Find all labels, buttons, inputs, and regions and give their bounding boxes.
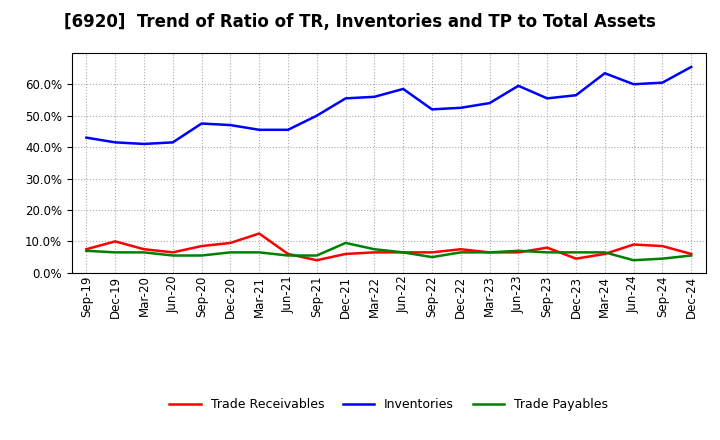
Trade Receivables — [514, 250, 523, 255]
Inventories — [687, 64, 696, 70]
Inventories — [572, 92, 580, 98]
Inventories — [168, 140, 177, 145]
Trade Receivables — [140, 246, 148, 252]
Trade Receivables — [341, 251, 350, 257]
Trade Payables — [600, 250, 609, 255]
Trade Payables — [428, 254, 436, 260]
Trade Payables — [168, 253, 177, 258]
Inventories — [370, 94, 379, 99]
Trade Payables — [82, 248, 91, 253]
Inventories — [514, 83, 523, 88]
Trade Receivables — [428, 250, 436, 255]
Inventories — [600, 70, 609, 76]
Trade Payables — [514, 248, 523, 253]
Inventories — [658, 80, 667, 85]
Inventories — [111, 140, 120, 145]
Trade Receivables — [572, 256, 580, 261]
Trade Payables — [543, 250, 552, 255]
Trade Receivables — [312, 257, 321, 263]
Line: Trade Receivables: Trade Receivables — [86, 234, 691, 260]
Trade Payables — [255, 250, 264, 255]
Trade Payables — [629, 257, 638, 263]
Trade Payables — [111, 250, 120, 255]
Trade Payables — [456, 250, 465, 255]
Trade Payables — [399, 250, 408, 255]
Inventories — [341, 96, 350, 101]
Trade Receivables — [226, 240, 235, 246]
Inventories — [140, 141, 148, 147]
Trade Payables — [197, 253, 206, 258]
Trade Receivables — [399, 250, 408, 255]
Trade Payables — [226, 250, 235, 255]
Inventories — [82, 135, 91, 140]
Inventories — [226, 122, 235, 128]
Trade Receivables — [543, 245, 552, 250]
Trade Payables — [140, 250, 148, 255]
Inventories — [543, 96, 552, 101]
Line: Inventories: Inventories — [86, 67, 691, 144]
Trade Receivables — [168, 250, 177, 255]
Trade Payables — [284, 253, 292, 258]
Inventories — [485, 100, 494, 106]
Inventories — [428, 107, 436, 112]
Trade Receivables — [629, 242, 638, 247]
Line: Trade Payables: Trade Payables — [86, 243, 691, 260]
Trade Payables — [341, 240, 350, 246]
Inventories — [456, 105, 465, 110]
Trade Payables — [485, 250, 494, 255]
Text: [6920]  Trend of Ratio of TR, Inventories and TP to Total Assets: [6920] Trend of Ratio of TR, Inventories… — [64, 13, 656, 31]
Trade Payables — [572, 250, 580, 255]
Trade Payables — [687, 253, 696, 258]
Inventories — [284, 127, 292, 132]
Trade Payables — [370, 246, 379, 252]
Trade Receivables — [197, 243, 206, 249]
Trade Receivables — [255, 231, 264, 236]
Inventories — [312, 113, 321, 118]
Legend: Trade Receivables, Inventories, Trade Payables: Trade Receivables, Inventories, Trade Pa… — [164, 393, 613, 416]
Trade Receivables — [284, 251, 292, 257]
Inventories — [399, 86, 408, 92]
Trade Receivables — [485, 250, 494, 255]
Inventories — [629, 81, 638, 87]
Inventories — [255, 127, 264, 132]
Trade Receivables — [456, 246, 465, 252]
Trade Receivables — [82, 246, 91, 252]
Trade Receivables — [370, 250, 379, 255]
Trade Receivables — [658, 243, 667, 249]
Trade Payables — [658, 256, 667, 261]
Trade Receivables — [111, 239, 120, 244]
Trade Receivables — [687, 251, 696, 257]
Inventories — [197, 121, 206, 126]
Trade Receivables — [600, 251, 609, 257]
Trade Payables — [312, 253, 321, 258]
